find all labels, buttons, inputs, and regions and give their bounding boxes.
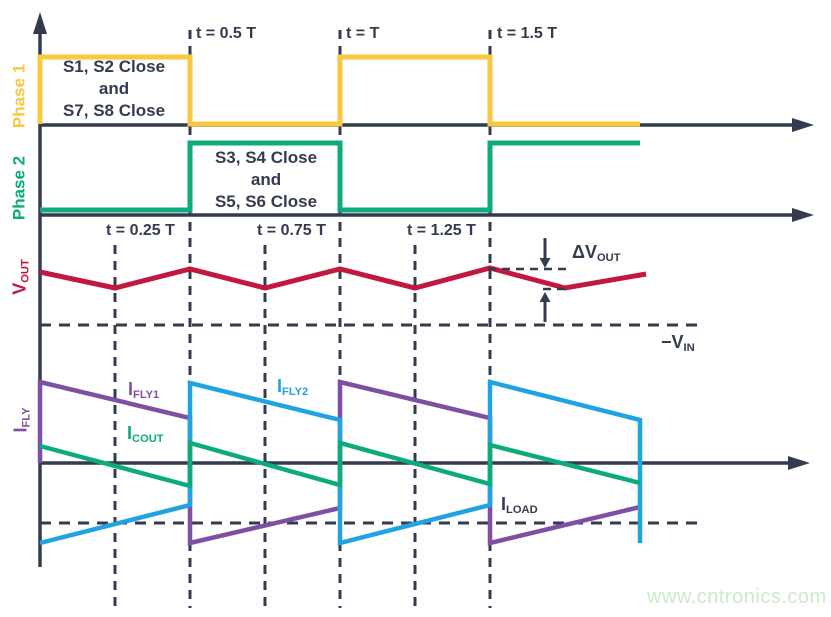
watermark-text: www.cntronics.com <box>647 586 827 608</box>
ifly1-label: IFLY1 <box>128 379 160 402</box>
delta-vout-down-arrow-head <box>539 258 551 268</box>
ifly-axis-label: IFLY <box>10 407 33 433</box>
phase2-time-axis-arrow <box>792 208 814 222</box>
vout-axis-label: VOUT <box>9 259 32 295</box>
icout-label: ICOUT <box>127 423 164 446</box>
time-marker-0-5T: t = 0.5 T <box>196 25 257 42</box>
ifly-zero-axis-arrow <box>788 456 810 470</box>
y-axis-arrow <box>33 12 47 34</box>
iload-label: ILOAD <box>501 494 538 517</box>
time-marker-1-25T: t = 1.25 T <box>407 222 476 239</box>
time-marker-0-25T: t = 0.25 T <box>106 222 175 239</box>
waveform-vout-ripple <box>39 265 647 291</box>
delta-vout-up-arrow-head <box>539 292 551 302</box>
phase1-time-axis-arrow <box>792 118 814 132</box>
ifly2-label: IFLY2 <box>277 376 309 399</box>
delta-vout-label: ΔVOUT <box>572 242 621 265</box>
phase2-axis-label: Phase 2 <box>9 155 29 221</box>
waveform-phase-1 <box>37 54 640 127</box>
waveform-phase-2 <box>40 140 640 213</box>
phase2-switch-note: S3, S4 Close and S5, S6 Close <box>214 148 318 211</box>
time-marker-1-5T: t = 1.5 T <box>497 25 558 42</box>
time-marker-1T: t = T <box>346 25 380 42</box>
phase1-axis-label: Phase 1 <box>9 63 29 129</box>
neg-vin-label: −VIN <box>661 332 695 355</box>
phase1-switch-note: S1, S2 Close and S7, S8 Close <box>62 57 166 120</box>
time-marker-0-75T: t = 0.75 T <box>257 222 326 239</box>
waveform-icout <box>39 440 641 489</box>
